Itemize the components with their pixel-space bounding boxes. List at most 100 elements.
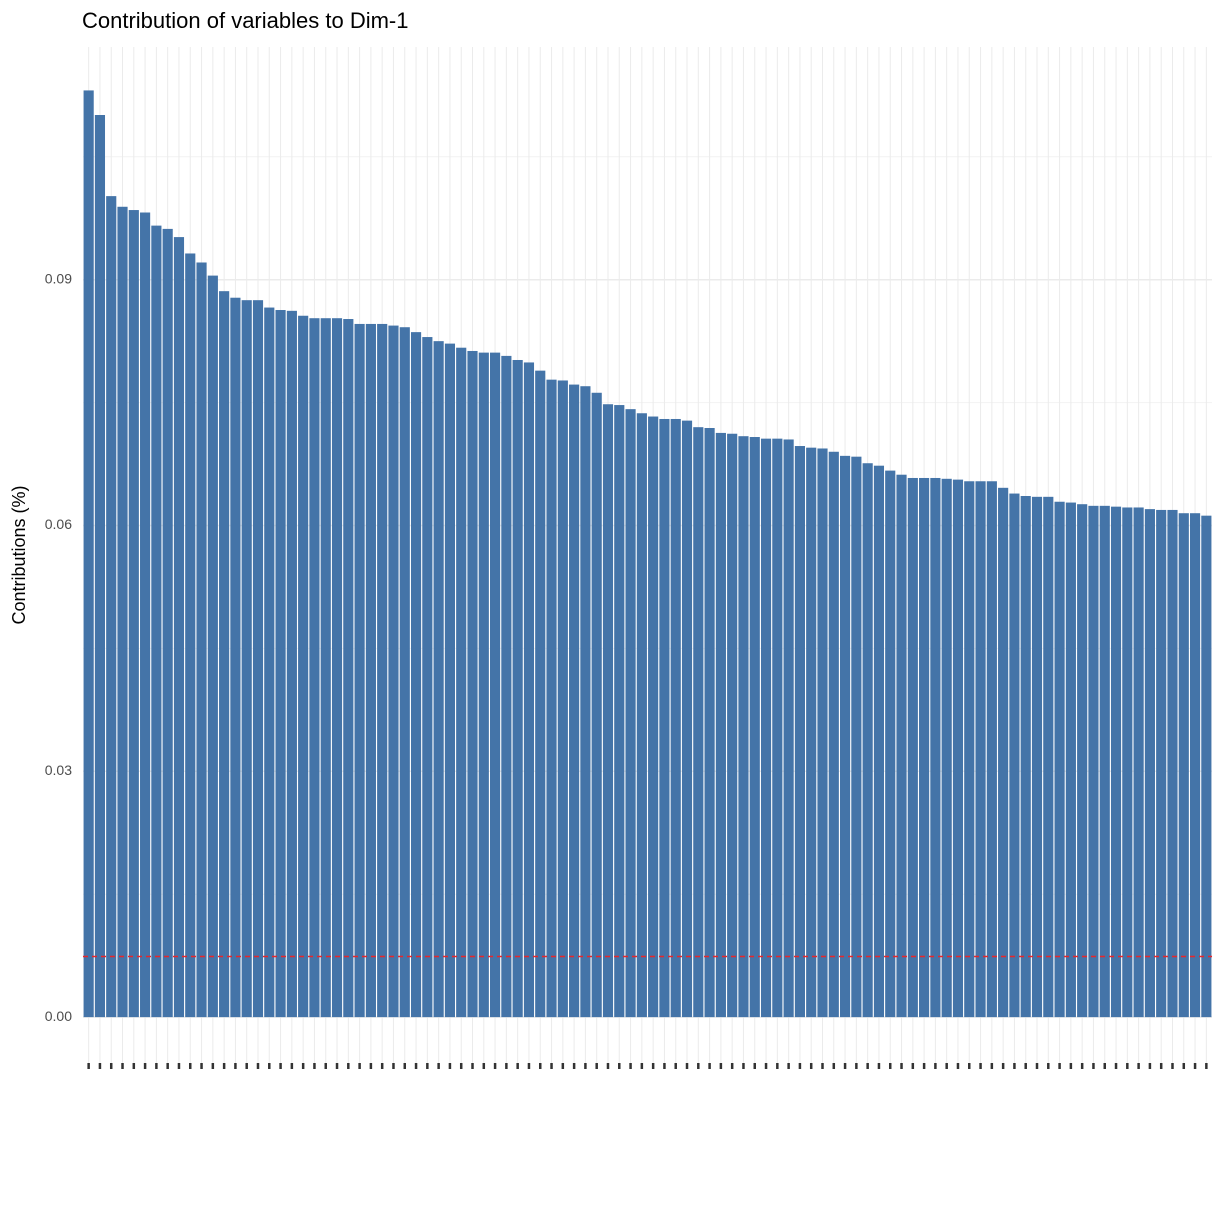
bar <box>444 343 456 1018</box>
bar <box>377 323 388 1018</box>
bar <box>783 439 794 1018</box>
bar <box>681 420 693 1018</box>
bar <box>919 477 930 1018</box>
chart-title: Contribution of variables to Dim-1 <box>82 8 408 33</box>
bar <box>535 370 546 1018</box>
y-axis-label: Contributions (%) <box>9 485 29 624</box>
bar <box>738 436 749 1018</box>
bar <box>478 352 489 1018</box>
bar <box>636 413 647 1018</box>
bar <box>140 212 151 1018</box>
bar <box>625 409 636 1018</box>
bar <box>772 438 783 1018</box>
bar <box>298 315 309 1018</box>
bar <box>219 291 230 1018</box>
bar <box>365 323 376 1018</box>
bar <box>1133 507 1144 1018</box>
bar <box>1099 505 1110 1018</box>
bar <box>670 418 681 1018</box>
bar <box>952 479 964 1018</box>
bar <box>715 432 726 1018</box>
bar <box>580 386 591 1018</box>
bar <box>614 405 625 1018</box>
bar <box>986 481 997 1018</box>
y-tick-label: 0.03 <box>45 762 72 778</box>
bar <box>1043 496 1054 1018</box>
bar <box>693 427 704 1018</box>
bar <box>309 318 320 1018</box>
bar <box>490 352 501 1018</box>
bar <box>83 90 94 1018</box>
bar <box>907 477 918 1018</box>
bar <box>433 341 444 1018</box>
bar <box>128 210 139 1018</box>
bar <box>151 225 162 1018</box>
bar <box>1065 502 1076 1018</box>
bar <box>839 455 851 1018</box>
y-tick-label: 0.09 <box>45 270 72 286</box>
bar <box>264 307 275 1018</box>
bar <box>94 115 106 1018</box>
bar <box>501 355 512 1018</box>
bar <box>873 465 885 1018</box>
bar <box>185 253 196 1018</box>
bar <box>569 384 580 1018</box>
bar <box>422 337 433 1018</box>
bar <box>1077 504 1088 1018</box>
bar <box>964 481 975 1018</box>
bar <box>749 437 760 1018</box>
bar <box>410 332 422 1018</box>
y-tick-label: 0.00 <box>45 1008 72 1024</box>
bar <box>1009 493 1020 1018</box>
bar <box>117 206 128 1018</box>
bar <box>1201 515 1212 1018</box>
bar <box>1054 501 1065 1018</box>
bar <box>1088 505 1099 1018</box>
bar <box>828 451 839 1018</box>
bar <box>275 310 286 1018</box>
bar <box>862 463 873 1018</box>
bar <box>106 196 117 1018</box>
bar <box>941 478 952 1018</box>
bar <box>331 318 343 1018</box>
bar <box>173 237 185 1018</box>
bar <box>591 392 602 1018</box>
bar <box>230 297 241 1018</box>
bar <box>512 359 523 1018</box>
bar <box>930 477 941 1018</box>
bar <box>354 323 365 1018</box>
bar <box>885 470 896 1018</box>
bar <box>1156 509 1167 1018</box>
bar <box>794 446 805 1018</box>
bar <box>817 448 828 1018</box>
bar <box>1167 509 1178 1018</box>
bar <box>523 362 535 1018</box>
bar <box>1031 496 1043 1018</box>
bar <box>727 433 738 1018</box>
bar <box>456 347 467 1018</box>
bar <box>1020 496 1031 1018</box>
bar <box>659 418 670 1018</box>
y-tick-label: 0.06 <box>45 516 72 532</box>
bar <box>343 319 354 1018</box>
bar <box>162 228 173 1018</box>
bar <box>1122 507 1133 1018</box>
bar <box>806 447 817 1018</box>
bar <box>252 300 264 1018</box>
bar <box>602 404 614 1018</box>
bar <box>1110 506 1122 1018</box>
bar <box>704 428 715 1018</box>
bar <box>851 456 862 1018</box>
bar <box>546 379 557 1018</box>
bar <box>896 474 907 1018</box>
bar <box>399 327 410 1018</box>
bar <box>648 416 659 1018</box>
bar <box>1189 513 1201 1018</box>
bar <box>241 300 252 1018</box>
bar <box>388 325 399 1018</box>
bar <box>760 438 772 1018</box>
bar <box>998 487 1009 1018</box>
bar <box>320 318 331 1018</box>
